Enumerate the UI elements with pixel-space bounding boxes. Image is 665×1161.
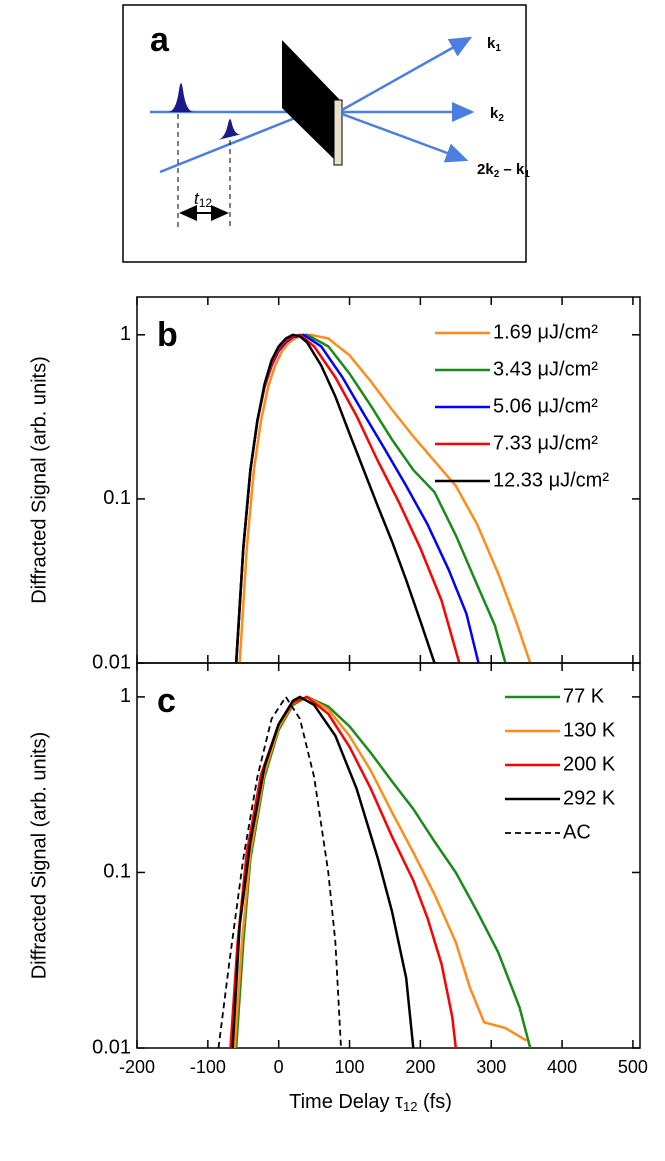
y-tick-label: 0.1 [103, 487, 131, 509]
panel-label: a [150, 21, 170, 59]
x-tick-label: 500 [618, 1057, 648, 1077]
y-tick-label: 1 [120, 323, 131, 345]
legend-label: 77 K [563, 685, 605, 707]
legend-label: 292 K [563, 787, 616, 809]
x-tick-label: 300 [476, 1057, 506, 1077]
x-tick-label: 200 [405, 1057, 435, 1077]
x-axis-label-part: Time Delay τ [289, 1091, 403, 1113]
beam-out [341, 112, 469, 163]
legend-label: 1.69 μJ/cm² [493, 321, 598, 343]
x-tick-label: 400 [547, 1057, 577, 1077]
panel-label: b [157, 316, 178, 354]
series-line [231, 695, 415, 1048]
diagram-frame [122, 4, 527, 263]
beam-label: k2 [490, 105, 504, 124]
beam [159, 110, 311, 174]
beam-label: k1 [487, 35, 501, 54]
x-tick-label: 100 [335, 1057, 365, 1077]
series-line [238, 333, 532, 663]
plot-frame [136, 662, 641, 1049]
y-axis-label: Diffracted Signal (arb. units) [28, 356, 50, 604]
y-tick-label: 0.01 [92, 1036, 131, 1058]
legend-label: 3.43 μJ/cm² [493, 358, 598, 380]
legend-label: 200 K [563, 753, 616, 775]
beam-label: 2k2 – k1 [477, 161, 530, 180]
sample [282, 40, 340, 165]
plot-lines [217, 695, 532, 1048]
delay-label: t12 [194, 189, 212, 210]
x-tick-label: 0 [274, 1057, 284, 1077]
plot-lines [234, 333, 532, 663]
x-tick-label: -100 [190, 1057, 226, 1077]
y-tick-label: 0.1 [103, 861, 131, 883]
series-line [229, 695, 458, 1048]
x-axis-label-part: 12 [403, 1099, 417, 1114]
legend-label: 7.33 μJ/cm² [493, 432, 598, 454]
legend-label: 5.06 μJ/cm² [493, 395, 598, 417]
diagram: a t12 k1 k2 2k2 – k1 [122, 4, 530, 263]
series-line [234, 695, 532, 1048]
legend-label: 130 K [563, 719, 616, 741]
x-axis-label: Time Delay τ12 (fs) [289, 1091, 452, 1114]
pulse [168, 83, 194, 112]
pulse [218, 119, 242, 140]
x-axis-label-part: (fs) [417, 1091, 451, 1113]
y-axis-label: Diffracted Signal (arb. units) [28, 732, 50, 980]
panel-label: c [157, 682, 176, 720]
series-line [217, 695, 342, 1048]
legend-label: 12.33 μJ/cm² [493, 469, 609, 491]
y-tick-label: 0.01 [92, 651, 131, 673]
beam-out [341, 36, 473, 112]
sample-edge [333, 99, 343, 166]
y-tick-label: 1 [120, 685, 131, 707]
legend-label: AC [563, 821, 591, 843]
x-tick-label: -200 [119, 1057, 155, 1077]
series-line [234, 333, 507, 663]
series-line [234, 333, 436, 663]
